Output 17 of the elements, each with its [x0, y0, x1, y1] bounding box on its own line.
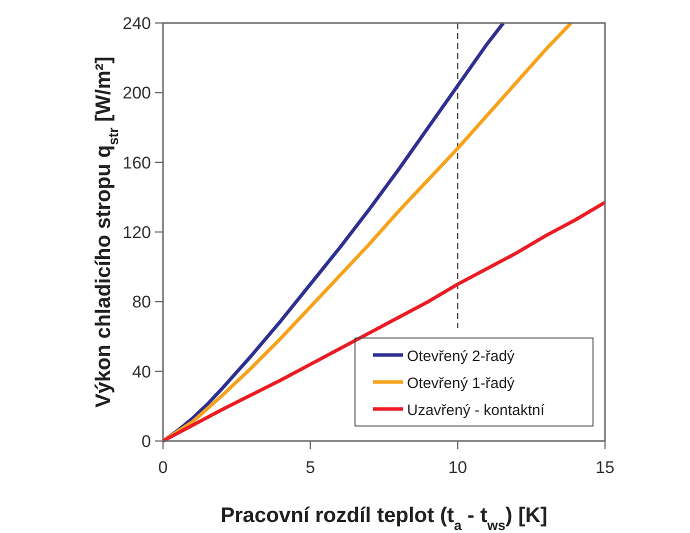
legend-label: Uzavřený - kontaktní: [407, 402, 546, 419]
legend-label: Otevřený 2-řadý: [407, 348, 516, 365]
x-tick-label: 0: [158, 458, 168, 477]
line-series: [161, 200, 607, 443]
legend-label: Otevřený 1-řadý: [407, 375, 516, 392]
x-tick-label: 10: [448, 458, 468, 477]
y-tick-label: 120: [122, 223, 151, 242]
y-tick-label: 160: [122, 153, 151, 172]
x-tick-label: 15: [596, 458, 614, 477]
y-tick-label: 80: [132, 292, 151, 312]
y-tick-label: 200: [122, 84, 151, 103]
y-tick-label: 0: [142, 432, 151, 451]
x-axis-title: Pracovní rozdíl teplot (t$_{a}$ - t$_{ws}$) [K]: [220, 504, 548, 532]
y-tick-label: 240: [122, 14, 151, 33]
x-tick-label: 5: [306, 458, 316, 477]
line-series: [161, 21, 573, 443]
y-tick-label: 40: [132, 362, 151, 382]
